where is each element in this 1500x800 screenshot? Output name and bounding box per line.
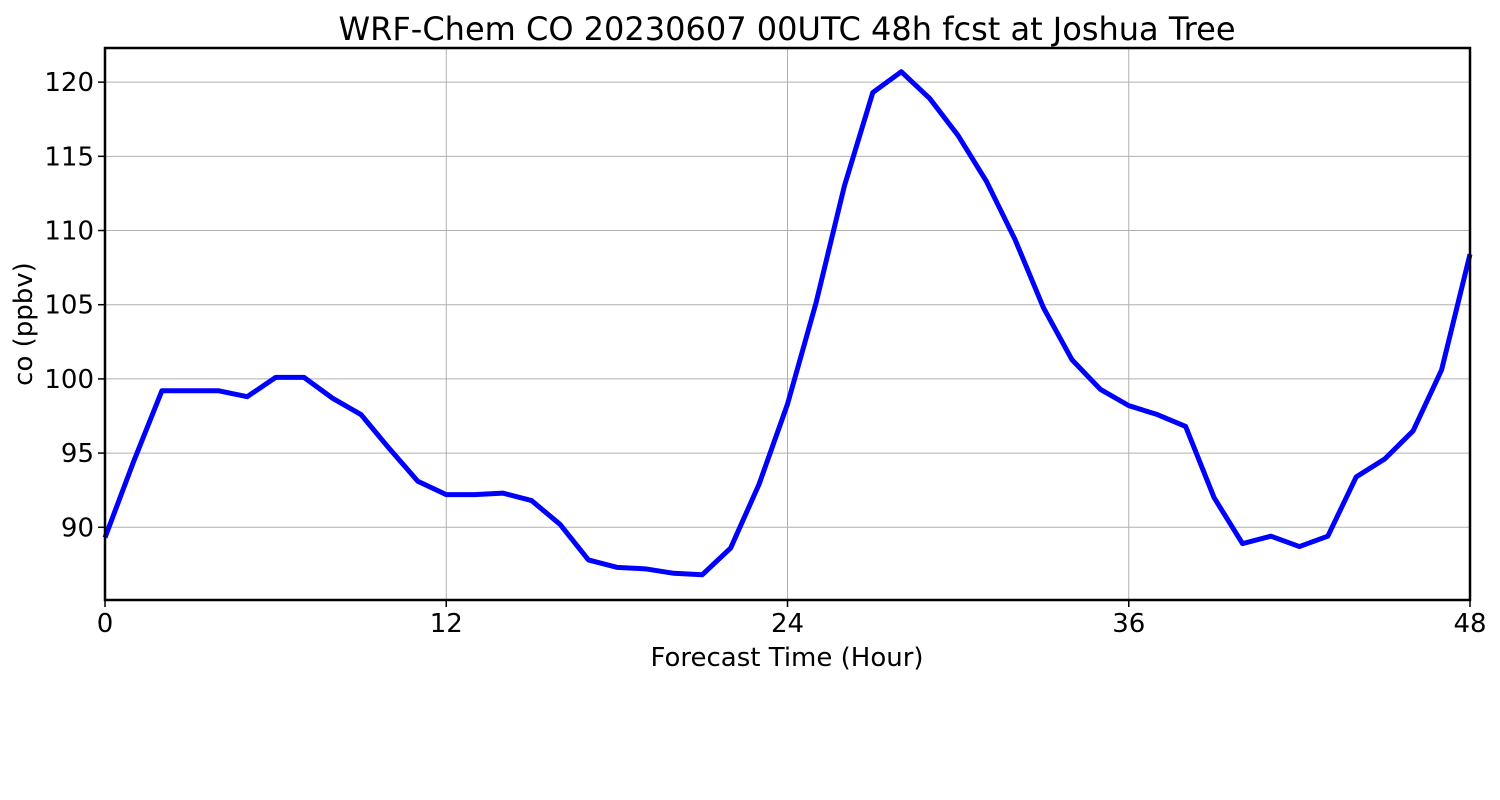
x-axis-label: Forecast Time (Hour) [650,643,923,673]
y-tick-label: 100 [44,365,94,395]
y-tick-label: 120 [44,68,94,98]
y-tick-label: 90 [61,513,94,543]
x-tick-label: 0 [97,609,114,639]
plot-frame [103,46,1472,602]
x-tick-label: 24 [771,609,804,639]
y-tick-label: 115 [44,142,94,172]
tick-labels: 0 12 24 36 48 90 95 100 105 110 115 120 [44,68,1486,639]
x-tick-label: 48 [1453,609,1486,639]
y-axis-label: co (ppbv) [9,262,39,386]
axis-ticks [98,81,1471,607]
chart-title: WRF-Chem CO 20230607 00UTC 48h fcst at J… [338,10,1235,48]
y-tick-label: 105 [44,291,94,321]
x-tick-label: 36 [1112,609,1145,639]
y-tick-label: 95 [61,439,94,469]
series-line-co [102,69,1473,578]
x-tick-label: 12 [430,609,463,639]
grid-lines [104,48,1471,600]
y-tick-label: 110 [44,217,94,247]
